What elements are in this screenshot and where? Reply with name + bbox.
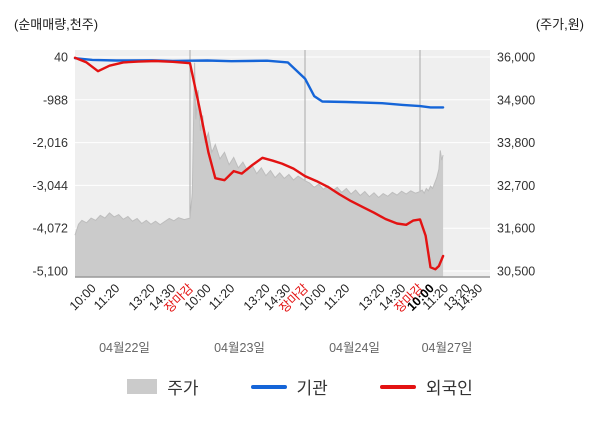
- legend-label: 외국인: [425, 379, 473, 398]
- date-label: 04월27일: [422, 341, 473, 355]
- stock-flow-chart-panel: (순매매량,천주) (주가,원) 40 -988 -2,016 -3,044 -4,07…: [0, 17, 600, 399]
- time-tick-label: 10:00: [67, 281, 99, 313]
- right-tick-label: 31,600: [497, 222, 535, 236]
- date-label: 04월22일: [99, 341, 150, 355]
- right-tick-label: 33,800: [497, 136, 535, 150]
- left-tick-label: -2,016: [33, 136, 68, 150]
- right-tick-label: 34,900: [497, 93, 535, 107]
- net-buy-line-series: [73, 56, 445, 271]
- x-axis-date-labels: 04월22일 04월23일 04월24일 04월27일: [99, 341, 472, 355]
- price-area: [75, 62, 444, 277]
- left-axis-title: (순매매량,천주): [14, 17, 99, 32]
- legend-item-price: 주가: [127, 374, 199, 399]
- left-axis-tick-labels: 40 -988 -2,016 -3,044 -4,072 -5,100: [33, 51, 68, 279]
- time-tick-label: 11:20: [321, 281, 352, 312]
- legend-item-foreigner: 외국인: [379, 374, 473, 399]
- right-axis-tick-labels: 36,000 34,900 33,800 32,700 31,600 30,500: [497, 51, 535, 279]
- legend-item-institution: 기관: [250, 374, 328, 399]
- right-axis-title: (주가,원): [535, 17, 584, 32]
- price-legend-swatch: [127, 379, 158, 394]
- left-tick-label: -988: [43, 93, 68, 107]
- left-tick-label: -3,044: [33, 179, 68, 193]
- institution-legend-swatch: [250, 384, 287, 389]
- right-tick-label: 32,700: [497, 179, 535, 193]
- left-tick-label: -5,100: [33, 265, 68, 279]
- right-tick-label: 30,500: [497, 265, 535, 279]
- time-tick-label: 11:20: [91, 281, 122, 312]
- price-area-edge: [74, 62, 444, 236]
- legend-label: 주가: [167, 379, 199, 398]
- price-area-series: [74, 62, 444, 277]
- date-label: 04월24일: [329, 341, 380, 355]
- legend-label: 기관: [296, 379, 328, 398]
- left-tick-label: -4,072: [33, 222, 68, 236]
- foreigner-line: [73, 56, 445, 271]
- right-tick-label: 36,000: [497, 51, 535, 65]
- time-tick-label: 11:20: [206, 281, 237, 312]
- left-tick-label: 40: [54, 51, 68, 65]
- date-label: 04월23일: [214, 341, 265, 355]
- chart-legend: 주가 기관 외국인: [0, 374, 600, 399]
- price-volume-chart: 40 -988 -2,016 -3,044 -4,072 -5,100 36,000 34,…: [33, 50, 535, 355]
- foreigner-legend-swatch: [379, 384, 416, 389]
